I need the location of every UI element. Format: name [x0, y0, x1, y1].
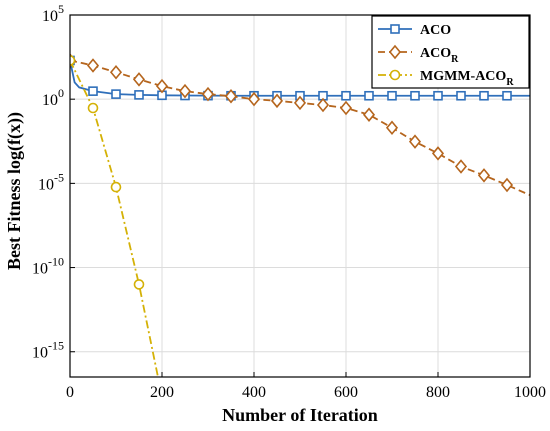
legend-label-subscript: R [451, 54, 459, 65]
y-tick-base: 10 [38, 176, 54, 193]
marker-circle [389, 69, 401, 81]
marker-diamond [477, 168, 491, 183]
y-tick-label: 105 [42, 2, 64, 25]
marker-circle [70, 55, 76, 66]
marker-diamond [339, 100, 353, 116]
series-line [70, 60, 159, 377]
x-tick-label: 400 [242, 384, 266, 401]
x-axis-label: Number of Iteration [222, 405, 378, 425]
y-tick-exponent: 5 [58, 2, 64, 16]
series [70, 53, 530, 196]
marker-square [341, 90, 351, 101]
y-tick-exponent: 0 [58, 86, 64, 100]
marker-diamond [293, 95, 307, 111]
marker-square [134, 90, 144, 100]
y-tick-base: 10 [42, 8, 58, 25]
marker-square [88, 86, 98, 96]
y-tick-base: 10 [32, 345, 48, 362]
y-tick-label: 10-5 [38, 170, 64, 193]
legend-label-subscript: R [506, 77, 514, 88]
marker-square [390, 24, 400, 34]
axes [69, 14, 531, 378]
marker-diamond [316, 97, 330, 113]
legend-label: MGMM-ACOR [420, 69, 514, 88]
marker-square [410, 90, 420, 101]
series [70, 55, 159, 377]
y-tick-label: 10-15 [32, 339, 64, 362]
marker-square [387, 90, 397, 101]
x-tick-label: 1000 [514, 384, 546, 401]
marker-diamond [224, 88, 238, 104]
marker-diamond [500, 177, 514, 193]
x-tick-label: 0 [66, 384, 74, 401]
marker-circle [110, 181, 122, 193]
plot-area [70, 53, 530, 377]
marker-diamond [454, 159, 468, 174]
marker-square [456, 90, 466, 101]
legend-label: ACO [420, 23, 451, 38]
y-tick-exponent: -5 [54, 170, 64, 184]
marker-square [364, 90, 374, 101]
y-tick-label: 100 [42, 86, 64, 109]
marker-diamond [201, 86, 215, 102]
marker-circle [87, 102, 99, 114]
marker-square [433, 90, 443, 101]
marker-diamond [132, 72, 146, 87]
y-tick-exponent: -15 [48, 339, 64, 353]
marker-diamond [388, 44, 402, 60]
x-tick-label: 600 [334, 384, 358, 401]
x-tick-label: 800 [426, 384, 450, 401]
marker-diamond [109, 64, 123, 80]
marker-diamond [155, 78, 169, 94]
marker-diamond [408, 134, 422, 149]
legend-label: ACOR [420, 46, 459, 65]
y-axis-label: Best Fitness log(f(x)) [4, 112, 25, 270]
marker-circle [133, 279, 145, 290]
marker-diamond [431, 146, 445, 161]
marker-diamond [178, 83, 192, 99]
marker-square [479, 90, 489, 101]
marker-diamond [86, 58, 100, 73]
y-tick-exponent: -10 [48, 255, 64, 269]
x-tick-label: 200 [150, 384, 174, 401]
axes-box [69, 14, 531, 378]
marker-diamond [362, 107, 376, 122]
legend-label-name: ACO [420, 46, 451, 61]
y-tick-base: 10 [32, 261, 48, 278]
marker-diamond [247, 91, 261, 107]
marker-diamond [385, 120, 399, 136]
legend-label-name: MGMM-ACO [420, 69, 506, 84]
marker-square [111, 89, 121, 99]
marker-diamond [270, 93, 284, 109]
marker-square [502, 90, 512, 101]
y-tick-label: 10-10 [32, 255, 64, 278]
legend-label-name: ACO [420, 23, 451, 38]
y-tick-base: 10 [42, 92, 58, 109]
